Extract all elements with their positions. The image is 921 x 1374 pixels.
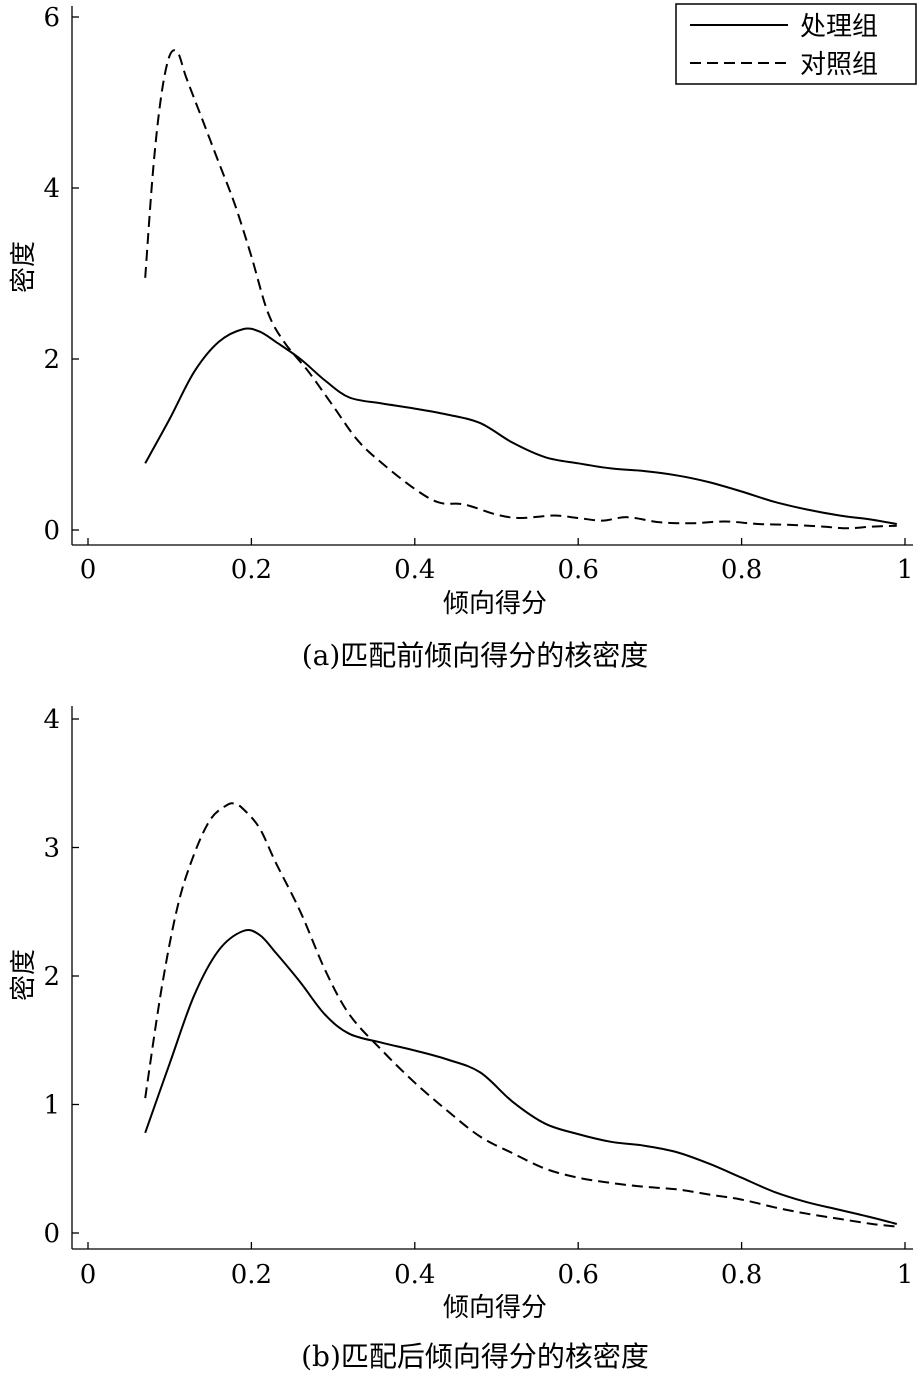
control-group-line-a bbox=[144, 49, 897, 530]
control-group-line-b bbox=[144, 802, 897, 1228]
axis-ticks-b: 0 0.2 0.4 0.6 0.8 1 0 1 2 3 4 bbox=[43, 705, 913, 1290]
treatment-group-line-a bbox=[144, 327, 897, 525]
y-tick-label: 1 bbox=[43, 1091, 60, 1121]
x-tick-label: 0.6 bbox=[558, 1260, 599, 1290]
x-tick-label: 0.2 bbox=[231, 1260, 272, 1290]
chart-panel-a: 0 0.2 0.4 0.6 0.8 1 0 2 4 6 密度 倾向得分 (a)匹配前倾向得分的核密… bbox=[9, 3, 917, 672]
series-lines-a bbox=[144, 49, 897, 530]
y-tick-label: 4 bbox=[43, 705, 60, 735]
x-tick-label: 0.8 bbox=[721, 555, 762, 585]
y-tick-label: 4 bbox=[43, 174, 60, 204]
y-tick-label: 2 bbox=[43, 345, 60, 375]
legend-box bbox=[675, 3, 917, 85]
x-tick-label: 1 bbox=[897, 555, 914, 585]
x-axis-label-b: 倾向得分 bbox=[443, 1293, 547, 1323]
x-tick-label: 0 bbox=[80, 1260, 97, 1290]
y-axis-label-b: 密度 bbox=[9, 949, 39, 1001]
legend: 处理组 对照组 bbox=[675, 3, 917, 85]
y-tick-label: 6 bbox=[43, 3, 60, 33]
x-axis-label-a: 倾向得分 bbox=[443, 589, 547, 619]
x-tick-label: 0.2 bbox=[231, 555, 272, 585]
y-tick-label: 3 bbox=[43, 834, 60, 864]
legend-entry-treatment: 处理组 bbox=[800, 12, 878, 42]
x-tick-label: 0.4 bbox=[394, 555, 435, 585]
y-axis-label-a: 密度 bbox=[9, 241, 39, 293]
x-tick-label: 1 bbox=[897, 1260, 914, 1290]
treatment-group-line-b bbox=[144, 929, 898, 1225]
x-tick-label: 0.6 bbox=[558, 555, 599, 585]
caption-b: (b)匹配后倾向得分的核密度 bbox=[301, 1340, 649, 1373]
chart-panel-b: 0 0.2 0.4 0.6 0.8 1 0 1 2 3 4 密度 倾向得分 (b)匹配后倾向得分的核… bbox=[9, 705, 913, 1373]
y-tick-label: 0 bbox=[43, 516, 60, 546]
x-tick-label: 0.8 bbox=[721, 1260, 762, 1290]
x-tick-label: 0 bbox=[80, 555, 97, 585]
series-lines-b bbox=[144, 802, 898, 1228]
y-tick-label: 0 bbox=[43, 1219, 60, 1249]
x-tick-label: 0.4 bbox=[394, 1260, 435, 1290]
y-tick-label: 2 bbox=[43, 962, 60, 992]
legend-entry-control: 对照组 bbox=[800, 50, 878, 80]
caption-a: (a)匹配前倾向得分的核密度 bbox=[302, 639, 649, 672]
axis-ticks-a: 0 0.2 0.4 0.6 0.8 1 0 2 4 6 bbox=[43, 3, 913, 585]
